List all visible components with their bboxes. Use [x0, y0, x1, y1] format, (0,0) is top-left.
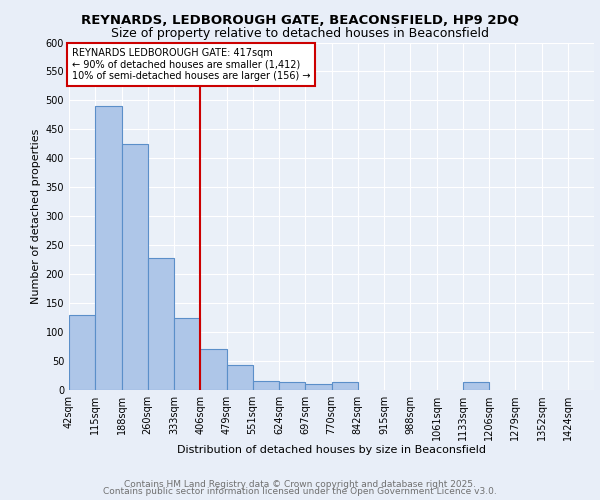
Bar [200, 350, 227, 390]
Text: REYNARDS, LEDBOROUGH GATE, BEACONSFIELD, HP9 2DQ: REYNARDS, LEDBOROUGH GATE, BEACONSFIELD,… [81, 14, 519, 27]
Bar [227, 364, 253, 390]
Y-axis label: Number of detached properties: Number of detached properties [31, 128, 41, 304]
Bar [148, 258, 174, 390]
Text: Contains HM Land Registry data © Crown copyright and database right 2025.: Contains HM Land Registry data © Crown c… [124, 480, 476, 489]
Bar [95, 106, 122, 390]
Bar [279, 382, 305, 390]
Text: REYNARDS LEDBOROUGH GATE: 417sqm
← 90% of detached houses are smaller (1,412)
10: REYNARDS LEDBOROUGH GATE: 417sqm ← 90% o… [71, 48, 310, 81]
Bar [463, 382, 489, 390]
Text: Contains public sector information licensed under the Open Government Licence v3: Contains public sector information licen… [103, 488, 497, 496]
X-axis label: Distribution of detached houses by size in Beaconsfield: Distribution of detached houses by size … [177, 444, 486, 454]
Bar [253, 382, 279, 390]
Bar [174, 318, 200, 390]
Text: Size of property relative to detached houses in Beaconsfield: Size of property relative to detached ho… [111, 27, 489, 40]
Bar [332, 382, 358, 390]
Bar [122, 144, 148, 390]
Bar [305, 384, 332, 390]
Bar [69, 314, 95, 390]
